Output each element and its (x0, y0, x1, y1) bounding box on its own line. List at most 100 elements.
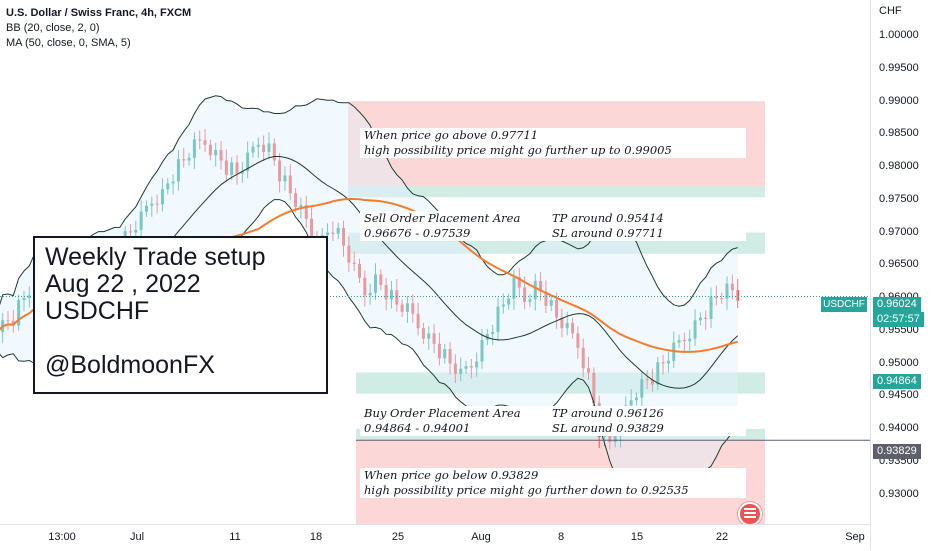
candle-body (166, 183, 170, 190)
zone-buy-3 (356, 372, 765, 394)
time-axis[interactable]: 13:00 Jul 11 18 25 Aug 8 15 22 Sep (0, 524, 870, 551)
candle-body (613, 436, 617, 443)
candle-body (565, 322, 569, 329)
time-tick-9: Sep (845, 531, 865, 543)
candle-body (347, 245, 351, 263)
candle-body (251, 146, 255, 153)
candle-body (661, 362, 665, 364)
candle-body (294, 193, 298, 207)
candle-body (283, 175, 287, 182)
candle-body (544, 291, 548, 306)
candle-body (267, 143, 271, 152)
note-buy: Buy Order Placement Area 0.94864 - 0.940… (360, 406, 746, 436)
note-below-line2: high possibility price might go further … (364, 483, 689, 497)
note-buy-sl: SL around 0.93829 (552, 421, 664, 435)
candle-body (528, 299, 532, 302)
price-tick-7: 0.96500 (879, 258, 919, 271)
price-tick-6: 0.97000 (879, 225, 919, 238)
candle-body (634, 397, 638, 401)
price-axis[interactable]: CHF 1.00000 0.99500 0.99000 0.98500 0.98000 0… (870, 0, 932, 550)
candle-body (187, 157, 191, 161)
candle-body (533, 280, 537, 300)
candle-body (555, 299, 559, 318)
candle-body (395, 290, 399, 305)
candle-body (203, 140, 207, 145)
candle-body (629, 400, 633, 406)
price-tick-1: 0.99500 (879, 61, 919, 74)
setup-handle: @BoldmoonFX (45, 351, 215, 379)
candle-body (475, 361, 479, 368)
price-tick-10: 0.95000 (879, 356, 919, 369)
candle-body (342, 227, 346, 246)
price-tick-14: 0.93000 (879, 487, 919, 500)
candle-body (507, 298, 511, 305)
candle-body (469, 366, 473, 368)
candle-body (480, 339, 484, 362)
chart-title[interactable]: U.S. Dollar / Swiss Franc, 4h, FXCM (6, 7, 192, 19)
candle-body (310, 218, 314, 237)
candle-body (560, 317, 564, 329)
candle-body (155, 203, 159, 205)
candle-body (235, 162, 239, 174)
setup-title: Weekly Trade setup (45, 243, 266, 271)
setup-symbol: USDCHF (45, 297, 150, 325)
candle-body (262, 144, 266, 152)
candle-body (725, 283, 729, 299)
candle-body (704, 317, 708, 319)
candle-body (736, 290, 740, 301)
candle-body (411, 303, 415, 314)
candle-body (373, 274, 377, 293)
time-tick-7: 15 (630, 531, 644, 543)
indicator-bb-label[interactable]: BB (20, close, 2, 0) (6, 22, 100, 34)
note-above-line1: When price go above 0.97711 (364, 128, 539, 142)
time-tick-5: Aug (471, 531, 491, 543)
countdown-tag: 02:57:57 (873, 312, 924, 327)
price-tick-2: 0.99000 (879, 94, 919, 107)
candle-body (656, 362, 660, 385)
candle-body (299, 205, 303, 207)
candle-body (304, 205, 308, 219)
candle-body (208, 144, 212, 156)
candle-body (358, 263, 362, 278)
price-tick-11: 0.94500 (879, 389, 919, 402)
candle-body (134, 229, 138, 233)
tradingview-logo-icon[interactable] (738, 502, 762, 524)
candle-body (592, 372, 596, 403)
candle-body (198, 139, 202, 141)
candle-body (182, 159, 186, 161)
note-above-line2: high possibility price might go further … (364, 143, 672, 157)
candle-body (677, 339, 681, 343)
candle-body (17, 299, 21, 326)
trade-setup-box[interactable]: Weekly Trade setup Aug 22 , 2022 USDCHF … (33, 236, 328, 394)
level-tag-sl: 0.93829 (873, 444, 921, 459)
currency-label: CHF (879, 5, 902, 17)
candle-body (650, 379, 654, 385)
candle-body (214, 149, 218, 156)
candle-body (192, 139, 196, 158)
note-buy-tp: TP around 0.96126 (552, 406, 664, 420)
candle-body (368, 292, 372, 296)
candle-body (128, 231, 132, 233)
candle-body (11, 320, 15, 326)
candle-body (464, 366, 468, 369)
price-tick-4: 0.98000 (879, 160, 919, 173)
note-sell-line2: 0.96676 - 0.97539 (364, 226, 471, 240)
candle-body (587, 368, 591, 373)
candle-body (453, 363, 457, 375)
candle-body (27, 295, 31, 299)
candle-body (501, 304, 505, 307)
candle-body (326, 232, 330, 236)
candle-body (523, 287, 527, 302)
note-buy-line1: Buy Order Placement Area (364, 406, 521, 420)
candle-body (459, 368, 463, 375)
candle-body (709, 296, 713, 319)
candle-body (443, 349, 447, 359)
price-tick-5: 0.97500 (879, 192, 919, 205)
indicator-ma-label[interactable]: MA (50, close, 0, SMA, 5) (6, 37, 131, 49)
candle-body (688, 338, 692, 342)
candle-body (421, 328, 425, 339)
candle-body (272, 143, 276, 161)
chart-plot-area[interactable]: U.S. Dollar / Swiss Franc, 4h, FXCM BB (… (0, 0, 870, 524)
candle-body (224, 160, 228, 175)
zone-sell-1 (348, 185, 765, 198)
